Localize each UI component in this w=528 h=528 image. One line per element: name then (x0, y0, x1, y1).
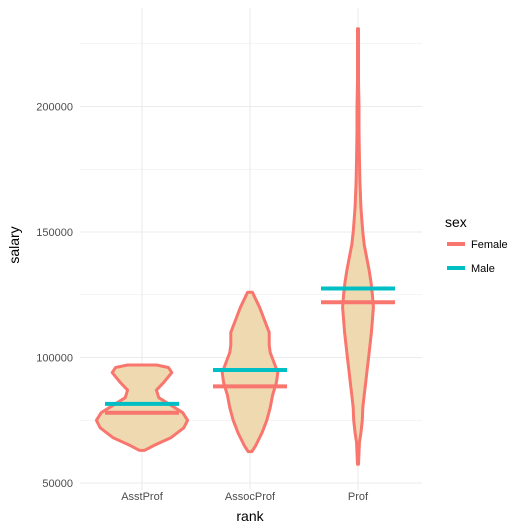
violin-asstprof (94, 363, 190, 452)
legend-label-female: Female (471, 239, 508, 251)
legend: sex Female Male (445, 214, 508, 275)
x-axis-ticks: AsstProf AssocProf Prof (121, 491, 369, 503)
y-axis-ticks: 50000 100000 150000 200000 (36, 102, 73, 491)
y-tick-label: 150000 (36, 227, 73, 239)
violin-prof (341, 27, 375, 466)
x-axis-title: rank (236, 508, 264, 524)
x-tick-label: AssocProf (225, 491, 276, 503)
legend-title: sex (445, 214, 467, 230)
mean-lines (105, 286, 395, 415)
x-tick-label: Prof (348, 491, 369, 503)
y-tick-label: 200000 (36, 102, 73, 114)
x-tick-label: AsstProf (121, 491, 164, 503)
legend-label-male: Male (471, 263, 495, 275)
y-tick-label: 100000 (36, 353, 73, 365)
violins (94, 27, 375, 466)
y-tick-label: 50000 (42, 478, 73, 490)
y-axis-title: salary (6, 226, 22, 263)
